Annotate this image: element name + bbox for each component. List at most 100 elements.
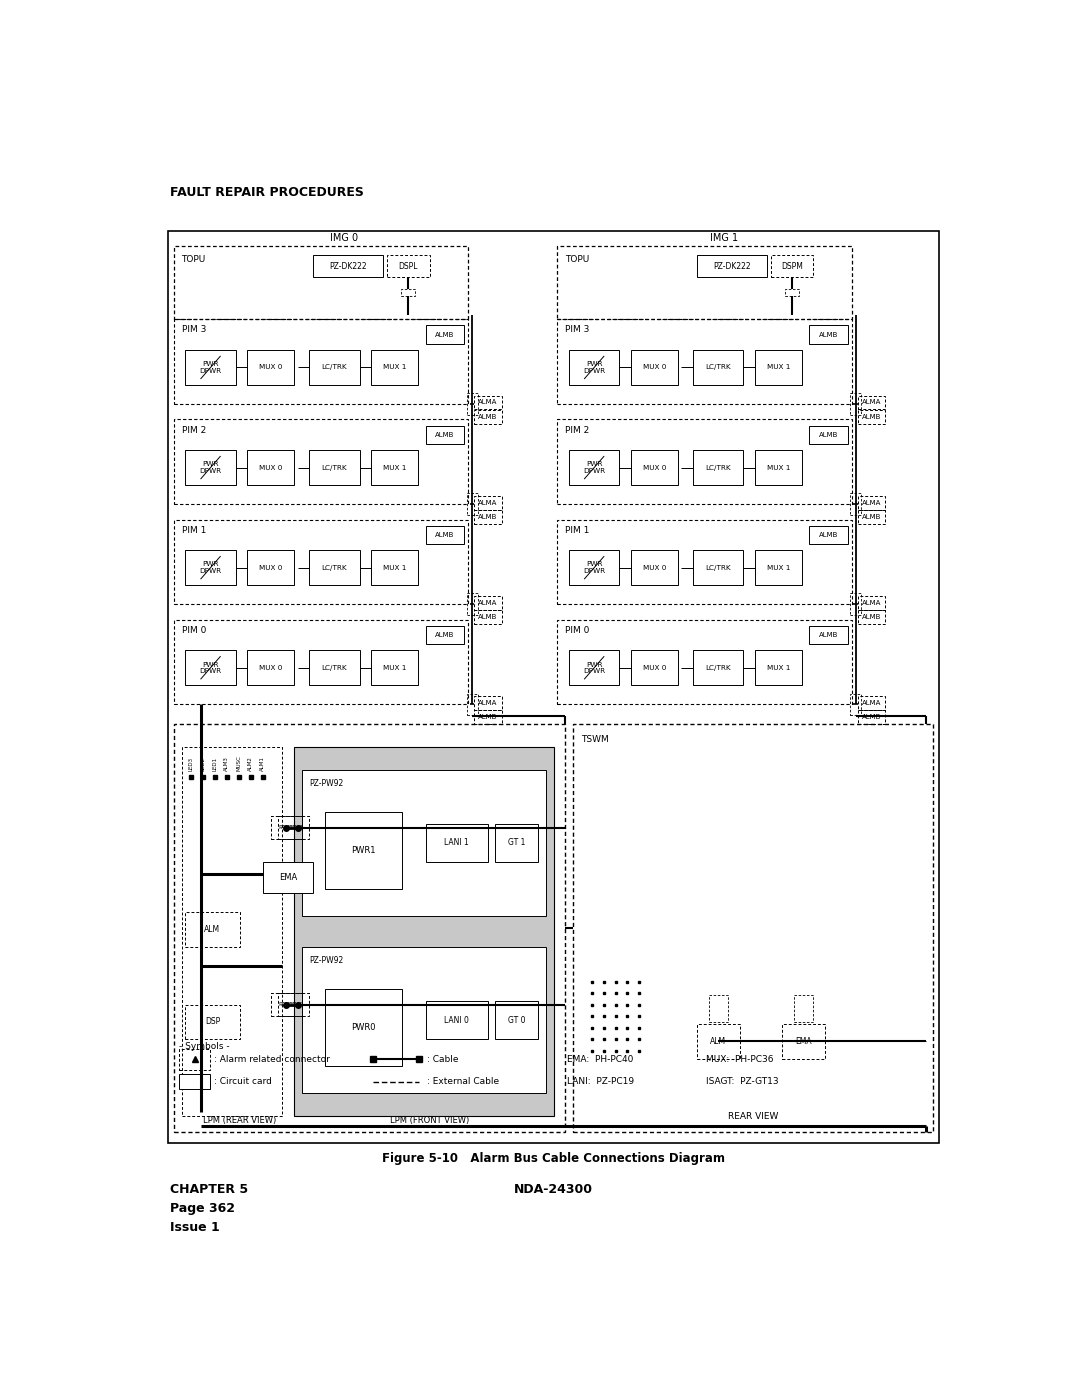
Text: MUX 0: MUX 0 [643,665,666,671]
Text: ALMB: ALMB [478,414,498,420]
Bar [426,626,464,644]
Text: ALMB: ALMB [862,414,881,420]
Text: ALMB: ALMB [819,532,838,538]
Text: MUX 1: MUX 1 [767,365,789,370]
Bar [372,651,418,685]
Bar [631,651,677,685]
Text: PIM 2: PIM 2 [565,426,590,434]
Bar [474,510,501,524]
Text: ISAGT:  PZ-GT13: ISAGT: PZ-GT13 [706,1077,779,1085]
Text: DSP: DSP [205,1017,220,1027]
Text: DSPL: DSPL [399,261,418,271]
Text: PALM: PALM [278,1002,295,1007]
Bar [859,496,886,510]
Bar [372,351,418,384]
Bar [697,1024,740,1059]
Bar [557,620,852,704]
Bar [279,816,309,840]
Bar [467,493,477,515]
Bar [693,550,743,585]
Bar [262,862,313,893]
Text: LPM (FRONT VIEW): LPM (FRONT VIEW) [390,1116,469,1125]
Bar [325,989,403,1066]
Text: MUX 0: MUX 0 [643,465,666,471]
Text: MUX 1: MUX 1 [767,564,789,570]
Text: : Alarm related connector: : Alarm related connector [214,1055,329,1063]
Text: PWR
DPWR: PWR DPWR [583,362,605,374]
Bar [247,450,294,485]
Text: ALM3: ALM3 [225,756,229,771]
Text: PWR1: PWR1 [351,847,376,855]
Bar [247,651,294,685]
Text: REAR VIEW: REAR VIEW [728,1112,779,1120]
Bar [174,246,469,320]
Bar [809,626,848,644]
Text: MUX 0: MUX 0 [643,365,666,370]
Text: ALMB: ALMB [819,331,838,338]
Text: IMG 1: IMG 1 [710,233,738,243]
Text: ALMA: ALMA [862,500,881,506]
Text: Issue 1: Issue 1 [170,1221,219,1235]
Text: PZ-PW92: PZ-PW92 [309,780,343,788]
Text: ALMB: ALMB [435,331,455,338]
Text: PWR0: PWR0 [351,1023,376,1032]
Bar [557,419,852,504]
Bar [809,525,848,545]
Text: MUX 0: MUX 0 [259,365,282,370]
Bar [770,256,813,277]
Text: PWR
DPWR: PWR DPWR [583,461,605,474]
Bar [557,246,852,320]
Bar [271,816,301,840]
Text: NDA-24300: NDA-24300 [514,1183,593,1196]
Text: LED2: LED2 [200,757,205,771]
Bar [167,231,940,1143]
Bar [859,395,886,409]
Text: LANI 1: LANI 1 [444,838,469,848]
Text: PALM0: PALM0 [284,1002,303,1007]
Bar [474,696,501,710]
Text: LANI:  PZ-PC19: LANI: PZ-PC19 [567,1077,634,1085]
Bar [631,550,677,585]
Text: ALM: ALM [711,1037,726,1046]
Text: MUX 1: MUX 1 [383,365,406,370]
Text: GT 1: GT 1 [508,838,525,848]
Bar [859,696,886,710]
Bar [631,450,677,485]
Text: MUX 0: MUX 0 [259,665,282,671]
Text: PWR
DPWR: PWR DPWR [200,362,221,374]
Bar [809,426,848,444]
Text: ALMA: ALMA [862,700,881,705]
Text: Figure 5-10   Alarm Bus Cable Connections Diagram: Figure 5-10 Alarm Bus Cable Connections … [382,1153,725,1165]
Text: LC/TRK: LC/TRK [322,665,348,671]
Bar [186,1004,240,1039]
Text: PIM 1: PIM 1 [181,525,206,535]
Text: ALMB: ALMB [435,532,455,538]
Text: EMA: EMA [795,1037,812,1046]
Bar [755,651,801,685]
Bar [426,326,464,344]
Text: PIM 3: PIM 3 [181,326,206,334]
Text: EMA:  PH-PC40: EMA: PH-PC40 [567,1055,633,1063]
Text: - Symbols -: - Symbols - [179,1042,230,1052]
Bar [496,1000,538,1039]
Bar [186,912,240,947]
Text: ALMA: ALMA [478,700,498,705]
Text: PIM 0: PIM 0 [565,626,590,634]
Bar [247,351,294,384]
Bar [755,550,801,585]
Bar [294,746,554,1116]
Text: TOPU: TOPU [565,256,590,264]
Text: PWR
DPWR: PWR DPWR [200,461,221,474]
Bar [782,1024,825,1059]
Text: ALM: ALM [204,925,220,935]
Bar [181,746,282,1116]
Bar [179,1074,211,1090]
Bar [426,824,488,862]
Bar [850,693,861,715]
Bar [301,947,545,1094]
Bar [401,289,415,296]
Bar [474,496,501,510]
Text: ALMB: ALMB [478,714,498,721]
Bar [474,411,501,425]
Text: PZ-PW92: PZ-PW92 [309,956,343,965]
